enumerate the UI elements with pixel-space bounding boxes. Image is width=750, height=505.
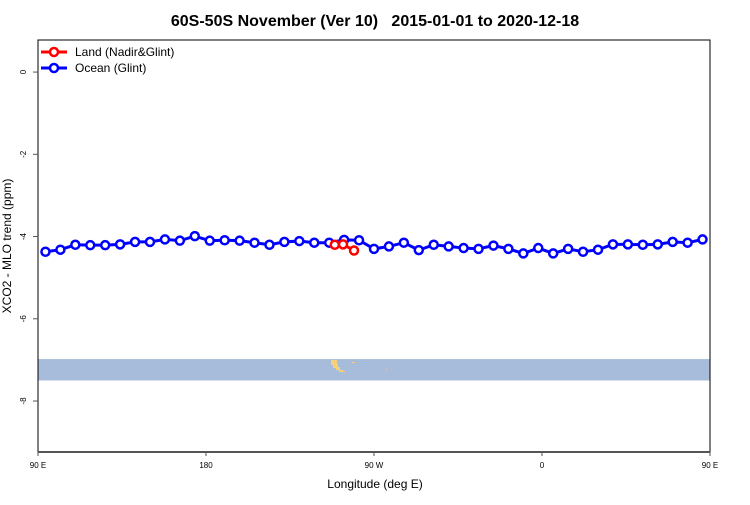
x-axis: 90 E 180 90 W 0 90 E xyxy=(30,451,718,470)
ocean-point xyxy=(114,239,126,250)
x-tick-label: 90 W xyxy=(365,461,384,470)
ocean-point xyxy=(279,236,290,248)
ocean-point xyxy=(682,237,693,248)
ocean-point xyxy=(70,239,81,251)
ocean-point xyxy=(428,239,439,251)
land-patch xyxy=(342,371,345,372)
ocean-point xyxy=(413,244,425,256)
land-patch xyxy=(336,367,340,370)
ocean-point xyxy=(40,246,51,258)
ocean-point xyxy=(473,243,484,255)
land-patch xyxy=(333,364,338,368)
legend-ocean-marker xyxy=(48,62,60,74)
legend-land-label: Land (Nadir&Glint) xyxy=(75,45,174,59)
ocean-point xyxy=(383,241,395,252)
ocean-point xyxy=(622,239,634,250)
ocean-point xyxy=(249,237,260,248)
legend: Land (Nadir&Glint) Ocean (Glint) xyxy=(41,45,174,75)
y-tick-label: 0 xyxy=(19,69,28,74)
y-tick-label: -8 xyxy=(19,397,28,405)
ocean-point xyxy=(204,235,215,246)
y-tick-label: -6 xyxy=(19,315,28,323)
ocean-point xyxy=(607,239,619,250)
ocean-point xyxy=(294,235,305,247)
land-point xyxy=(348,245,360,256)
ocean-point xyxy=(99,239,111,251)
ocean-point xyxy=(234,235,245,246)
ocean-point xyxy=(503,243,514,255)
ocean-point xyxy=(518,248,529,259)
ocean-point xyxy=(458,242,469,254)
ocean-point xyxy=(55,244,66,255)
ocean-point xyxy=(144,236,156,248)
legend-land-marker xyxy=(48,46,60,58)
y-tick-label: -2 xyxy=(19,150,28,158)
chart-title: 60S-50S November (Ver 10) 2015-01-01 to … xyxy=(171,13,579,30)
series-layer xyxy=(40,230,708,259)
ocean-point xyxy=(562,243,574,255)
ocean-point xyxy=(219,234,230,246)
x-tick-label: 90 E xyxy=(30,461,46,470)
ocean-point xyxy=(129,236,141,248)
map-band xyxy=(38,359,710,381)
ocean-point xyxy=(309,237,320,248)
ocean-point xyxy=(652,239,663,250)
y-axis: 0 -2 -4 -6 -8 xyxy=(19,69,38,405)
land-patch xyxy=(352,362,355,363)
ocean-point xyxy=(592,244,604,255)
land-patch xyxy=(331,360,337,365)
x-tick-label: 0 xyxy=(540,461,545,470)
land-patch xyxy=(339,370,343,372)
ocean-point xyxy=(577,246,589,258)
x-tick-label: 180 xyxy=(199,461,213,470)
ocean-point xyxy=(697,234,708,245)
y-axis-label: XCO2 - MLO trend (ppm) xyxy=(0,179,14,314)
ocean-point xyxy=(264,239,275,251)
ocean-point xyxy=(488,240,499,251)
ocean-point xyxy=(637,239,649,251)
ocean-point xyxy=(443,241,454,252)
land-point xyxy=(329,239,341,251)
ocean-point xyxy=(85,239,96,251)
ocean-point xyxy=(667,236,678,248)
x-axis-label: Longitude (deg E) xyxy=(327,477,422,491)
ocean-point xyxy=(547,248,559,259)
ocean-point xyxy=(368,243,380,255)
ocean-point xyxy=(533,242,544,254)
ocean-point xyxy=(159,234,171,245)
land-point xyxy=(337,239,349,250)
ocean-band xyxy=(38,359,710,381)
ocean-point xyxy=(398,237,410,248)
legend-ocean-label: Ocean (Glint) xyxy=(75,61,146,75)
x-tick-label: 90 E xyxy=(702,461,718,470)
ocean-point xyxy=(353,234,365,246)
y-tick-label: -4 xyxy=(19,232,28,240)
ocean-point xyxy=(189,230,201,242)
land-patch xyxy=(386,369,387,370)
ocean-point xyxy=(174,235,186,246)
